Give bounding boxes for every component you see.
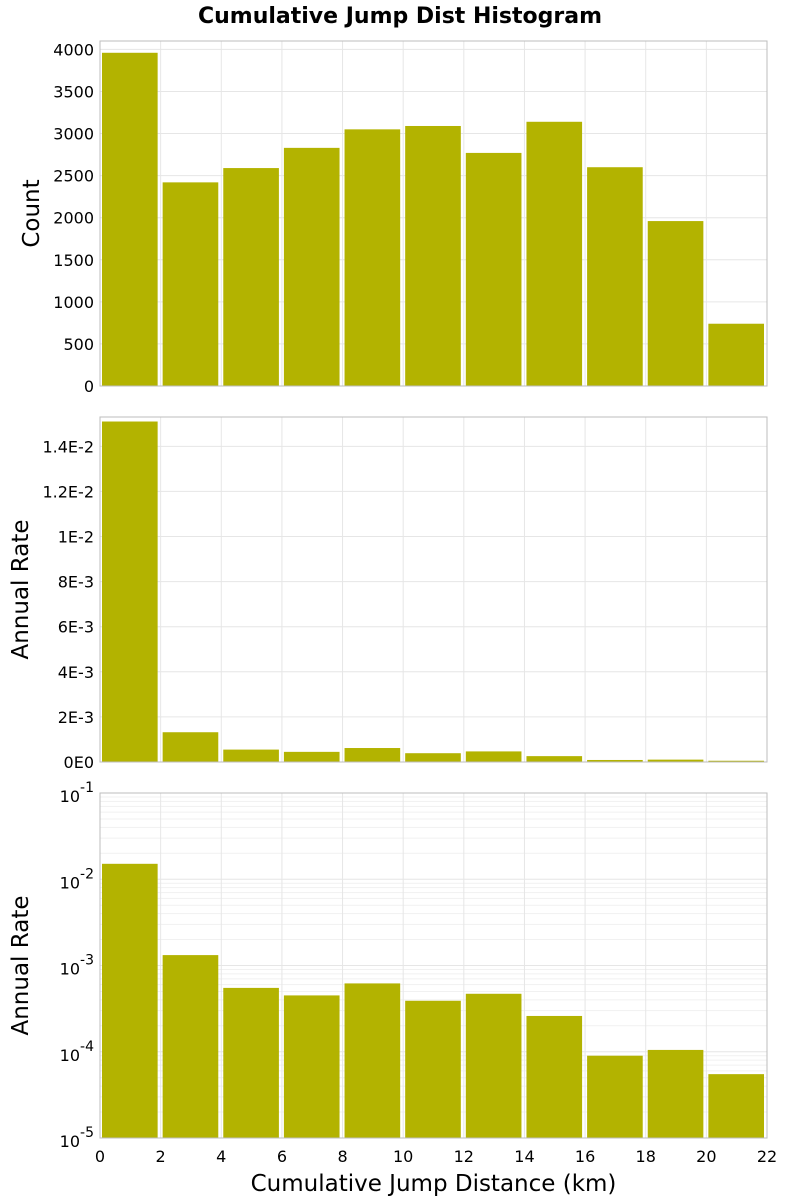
histogram-bar <box>587 1055 643 1138</box>
y-tick-label: 1.2E-2 <box>42 482 94 501</box>
histogram-bar <box>405 753 461 762</box>
histogram-bar <box>465 993 522 1138</box>
x-axis-label: Cumulative Jump Distance (km) <box>251 1171 617 1197</box>
y-tick-label: 10-4 <box>60 1039 94 1065</box>
y-tick-label: 3500 <box>53 82 94 101</box>
y-tick-label: 2500 <box>53 167 94 186</box>
histogram-bar <box>162 955 219 1138</box>
histogram-bar <box>647 759 704 762</box>
histogram-bar <box>283 995 340 1138</box>
y-tick-label: 1000 <box>53 293 94 312</box>
histogram-bar <box>283 147 340 386</box>
histogram-bar <box>708 323 764 386</box>
rate-log-panel: 10-5 10-4 10-3 10-2 10-1 Annual Rate 0 2 4 6 8 10 12… <box>8 780 777 1197</box>
histogram-bar <box>344 983 401 1138</box>
histogram-bar <box>405 1000 461 1138</box>
y-tick-label: 4000 <box>53 40 94 59</box>
histogram-bar <box>102 863 158 1138</box>
histogram-bar <box>526 121 583 386</box>
histogram-bar <box>344 129 401 387</box>
count-panel: 0 500 1000 1500 2000 2500 3000 3500 4000 Count <box>19 40 768 396</box>
y-tick-label: 1.4E-2 <box>42 437 94 456</box>
x-tick-label: 12 <box>454 1147 474 1166</box>
histogram-bar <box>587 759 643 762</box>
y-tick-label: 500 <box>63 335 94 354</box>
histogram-bar <box>162 182 219 386</box>
histogram-bar <box>708 1074 764 1138</box>
y-tick-label: 4E-3 <box>58 663 94 682</box>
plot-frame <box>99 40 768 387</box>
histogram-bar <box>647 1049 704 1138</box>
y-tick-label: 6E-3 <box>58 618 94 637</box>
y-tick-label: 1500 <box>53 251 94 270</box>
y-axis-label: Annual Rate <box>8 520 34 660</box>
x-tick-label: 14 <box>514 1147 534 1166</box>
x-tick-label: 20 <box>696 1147 716 1166</box>
histogram-bar <box>587 167 643 386</box>
histogram-bar <box>223 987 279 1138</box>
histogram-bar <box>162 732 219 762</box>
histogram-bar <box>223 749 279 762</box>
y-tick-label: 10-1 <box>60 780 94 806</box>
y-tick-label: 8E-3 <box>58 573 94 592</box>
histogram-bar <box>526 1015 583 1138</box>
x-tick-label: 16 <box>575 1147 595 1166</box>
figure-title: Cumulative Jump Dist Histogram <box>198 4 602 29</box>
y-tick-label: 0E0 <box>64 753 94 772</box>
y-axis-label: Annual Rate <box>8 896 34 1036</box>
histogram-bar <box>223 168 279 386</box>
x-tick-label: 4 <box>216 1147 226 1166</box>
histogram-bar <box>344 748 401 762</box>
y-tick-label: 2000 <box>53 209 94 228</box>
x-tick-label: 0 <box>95 1147 105 1166</box>
y-tick-label: 10-2 <box>60 866 94 892</box>
x-tick-label: 6 <box>277 1147 287 1166</box>
histogram-bar <box>405 125 461 387</box>
histogram-bar <box>708 760 764 762</box>
histogram-bar <box>283 751 340 762</box>
y-tick-label: 10-3 <box>60 953 94 979</box>
histogram-bar <box>102 421 158 762</box>
y-tick-label: 3000 <box>53 125 94 144</box>
x-tick-label: 8 <box>337 1147 347 1166</box>
y-axis-label: Count <box>19 179 45 247</box>
plot-frame <box>99 416 768 763</box>
y-tick-label: 2E-3 <box>58 708 94 727</box>
panels: 0 500 1000 1500 2000 2500 3000 3500 4000 Count 0E0… <box>8 40 777 1197</box>
rate-linear-panel: 0E0 2E-3 4E-3 6E-3 8E-3 1E-2 1.2E-2 1.4E-2 Annua… <box>8 416 768 772</box>
y-tick-label: 1E-2 <box>58 528 94 547</box>
histogram-bar <box>465 751 522 762</box>
y-tick-label: 10-5 <box>60 1125 94 1151</box>
plot-frame <box>99 792 768 1139</box>
x-tick-label: 10 <box>393 1147 413 1166</box>
histogram-bar <box>465 152 522 386</box>
histogram-bar <box>526 756 583 762</box>
y-tick-label: 0 <box>84 377 94 396</box>
histogram-bar <box>102 52 158 386</box>
histogram-bar <box>647 221 704 386</box>
x-tick-label: 22 <box>757 1147 777 1166</box>
x-tick-label: 18 <box>636 1147 656 1166</box>
x-tick-label: 2 <box>156 1147 166 1166</box>
